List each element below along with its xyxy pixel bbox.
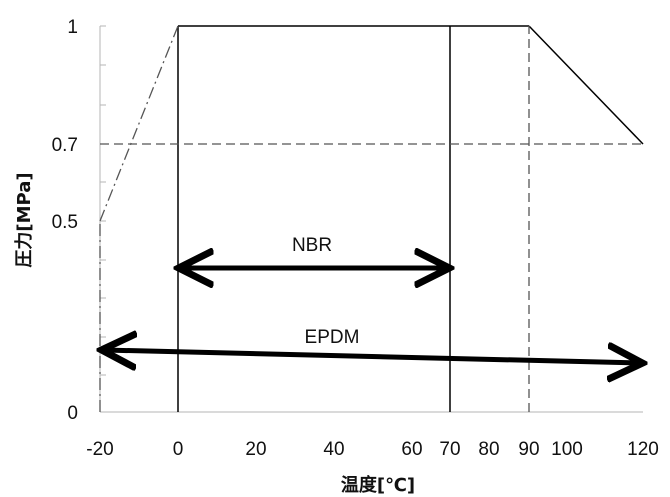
x-tick-label: 20 — [245, 439, 266, 460]
x-tick-label: 70 — [439, 439, 460, 460]
y-tick-labels: 0 0.5 0.7 1 — [52, 17, 78, 424]
x-tick-label: 90 — [518, 439, 539, 460]
y-tick-label: 0.5 — [52, 212, 78, 233]
x-tick-label: 40 — [323, 439, 344, 460]
range-arrow-epdm — [104, 350, 640, 363]
range-label-nbr: NBR — [292, 235, 332, 256]
chart-line-dash-dot — [99, 25, 179, 222]
x-tick-label: 100 — [551, 439, 583, 460]
y-axis-label: 圧力[MPa] — [14, 172, 35, 267]
x-tick-label: 0 — [173, 439, 184, 460]
range-label-epdm: EPDM — [305, 327, 360, 348]
y-tick-label: 0 — [67, 403, 78, 424]
x-tick-label: -20 — [86, 439, 113, 460]
x-tick-label: 120 — [627, 439, 659, 460]
chart-line-solid — [528, 25, 644, 145]
x-tick-label: 60 — [401, 439, 422, 460]
y-tick-label: 1 — [67, 17, 78, 38]
x-axis-label: 温度[℃] — [341, 474, 415, 496]
x-tick-label: 80 — [478, 439, 499, 460]
y-tick-label: 0.7 — [52, 135, 78, 156]
x-tick-labels: -20 0 20 40 60 70 80 90 100 120 — [86, 439, 659, 460]
range-arrows: NBR EPDM — [104, 235, 640, 363]
